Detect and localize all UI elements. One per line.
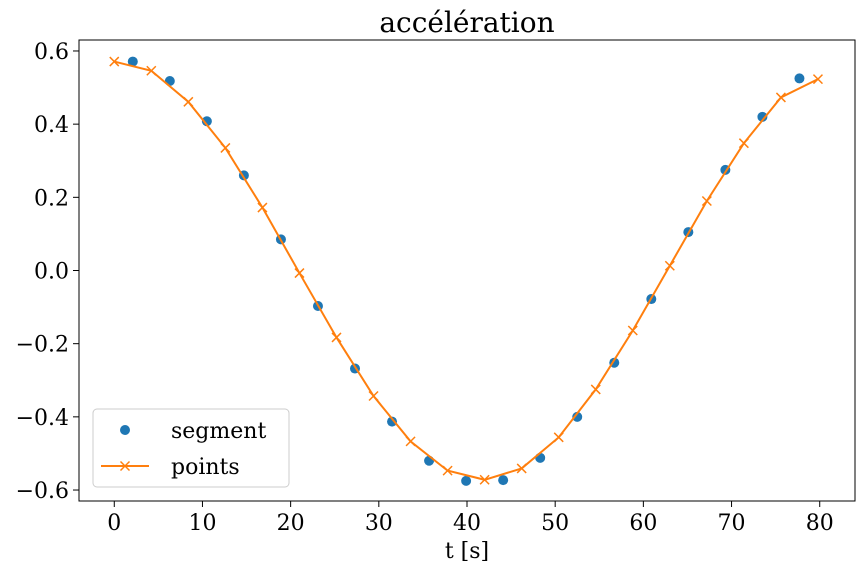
x-marker-points bbox=[442, 465, 453, 476]
legend-circle-marker bbox=[120, 425, 130, 435]
legend: segment points bbox=[92, 408, 290, 488]
x-tick-label: 0 bbox=[107, 511, 121, 536]
x-marker-points bbox=[627, 325, 638, 336]
x-marker-points bbox=[590, 384, 601, 395]
x-marker-points bbox=[109, 56, 120, 67]
x-marker-points bbox=[146, 65, 157, 76]
x-tick-label: 70 bbox=[718, 511, 746, 536]
x-marker-points bbox=[331, 332, 342, 343]
x-marker-points bbox=[812, 74, 823, 85]
x-tick-label: 30 bbox=[365, 511, 393, 536]
legend-label: segment bbox=[171, 419, 266, 444]
circle-marker-segment bbox=[201, 116, 212, 127]
x-tick-label: 10 bbox=[188, 511, 216, 536]
circle-marker-segment bbox=[572, 411, 583, 422]
y-tick-label: 0.2 bbox=[34, 186, 69, 211]
plot-marks bbox=[109, 56, 823, 486]
x-marker-points bbox=[553, 432, 564, 443]
legend-label: points bbox=[171, 455, 240, 480]
circle-marker-segment bbox=[127, 56, 138, 67]
y-tick-label: −0.2 bbox=[16, 333, 69, 358]
legend-x-marker bbox=[119, 460, 131, 472]
x-tick-label: 40 bbox=[453, 511, 481, 536]
x-axis-label: t [s] bbox=[445, 539, 489, 564]
circle-marker-segment bbox=[535, 452, 546, 463]
circle-marker-segment bbox=[387, 416, 398, 427]
x-marker-points bbox=[664, 260, 675, 271]
x-tick-label: 80 bbox=[806, 511, 834, 536]
circle-marker-segment bbox=[757, 111, 768, 122]
x-marker-points bbox=[405, 436, 416, 447]
circle-marker-segment bbox=[498, 475, 509, 486]
x-marker-points bbox=[183, 96, 194, 107]
x-marker-points bbox=[479, 474, 490, 485]
y-axis: 0.6 0.4 0.2 0.0 −0.2 −0.4 −0.6 bbox=[16, 40, 79, 504]
x-axis: 0 10 20 30 40 50 60 70 80 bbox=[107, 501, 834, 536]
chart-title: accélération bbox=[379, 6, 554, 39]
y-tick-label: −0.6 bbox=[16, 479, 69, 504]
y-tick-label: 0.6 bbox=[34, 40, 69, 65]
x-marker-points bbox=[775, 92, 786, 103]
series-line-points bbox=[114, 60, 819, 481]
y-tick-label: 0.0 bbox=[34, 260, 69, 285]
x-marker-points bbox=[368, 390, 379, 402]
x-marker-points bbox=[701, 195, 712, 207]
x-marker-points bbox=[257, 202, 268, 213]
x-tick-label: 20 bbox=[277, 511, 305, 536]
y-tick-label: −0.4 bbox=[16, 406, 69, 431]
circle-marker-segment bbox=[461, 475, 472, 486]
y-tick-label: 0.4 bbox=[34, 113, 69, 138]
x-marker-points bbox=[516, 463, 527, 474]
x-tick-label: 50 bbox=[541, 511, 569, 536]
x-marker-points bbox=[294, 268, 305, 279]
x-marker-points bbox=[220, 142, 231, 153]
legend-box bbox=[92, 408, 290, 488]
circle-marker-segment bbox=[794, 73, 805, 84]
x-tick-label: 60 bbox=[629, 511, 657, 536]
x-marker-points bbox=[738, 138, 749, 149]
